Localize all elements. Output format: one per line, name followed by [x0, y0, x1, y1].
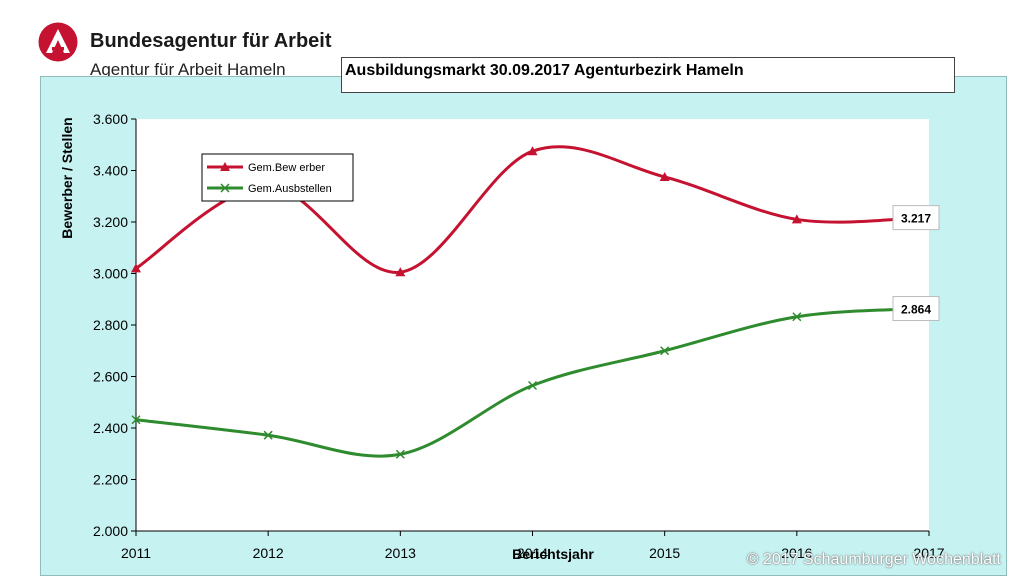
end-value-box [892, 296, 940, 322]
data-point-marker [395, 267, 406, 277]
y-tick-label: 3.600 [93, 111, 128, 127]
x-tick-label: 2015 [649, 545, 680, 561]
data-point-marker [131, 263, 141, 273]
org-subtitle: Agentur für Arbeit Hameln [90, 60, 286, 79]
y-tick-label: 3.000 [93, 266, 128, 282]
end-value-box [892, 205, 940, 231]
data-point-marker [659, 171, 670, 181]
data-point-marker [791, 214, 802, 224]
legend-box [201, 153, 354, 202]
legend-label: Gem.Ausbstellen [248, 183, 332, 195]
x-tick-label: 2016 [781, 545, 812, 561]
x-tick-label: 2014 [517, 545, 548, 561]
y-tick-label: 2.000 [93, 523, 128, 539]
legend-marker [220, 162, 230, 171]
x-tick-label: 2013 [385, 545, 416, 561]
data-point-marker [263, 430, 273, 440]
y-tick-label: 2.600 [93, 369, 128, 385]
y-tick-label: 2.800 [93, 317, 128, 333]
legend: Gem.Bew erber Gem.Ausbstellen [201, 153, 354, 202]
data-point-marker [395, 449, 405, 459]
data-point-marker [527, 146, 538, 156]
x-tick-label: 2012 [253, 545, 284, 561]
y-tick-label: 2.200 [93, 472, 128, 488]
x-axis-label: Berichtsjahr [512, 546, 594, 562]
y-tick-label: 2.400 [93, 420, 128, 436]
legend-label: Gem.Bew erber [248, 162, 325, 174]
copyright-watermark: © 2017 Schaumburger Wochenblatt [746, 551, 1001, 568]
end-value-label: 3.217 [901, 212, 931, 226]
data-point-marker [660, 346, 670, 356]
x-tick-label: 2017 [913, 545, 944, 561]
data-point-marker [131, 415, 141, 425]
legend-marker [220, 183, 230, 193]
x-tick-label: 2011 [121, 545, 151, 561]
data-point-marker [792, 312, 802, 322]
y-tick-label: 3.200 [93, 214, 128, 230]
y-axis-label: Bewerber / Stellen [59, 117, 75, 238]
ba-logo-icon [38, 22, 78, 62]
y-tick-label: 3.400 [93, 163, 128, 179]
end-value-label: 2.864 [901, 303, 931, 317]
data-point-marker [527, 380, 538, 391]
org-name: Bundesagentur für Arbeit [90, 30, 332, 52]
chart-title: Ausbildungsmarkt 30.09.2017 Agenturbezir… [341, 57, 955, 93]
